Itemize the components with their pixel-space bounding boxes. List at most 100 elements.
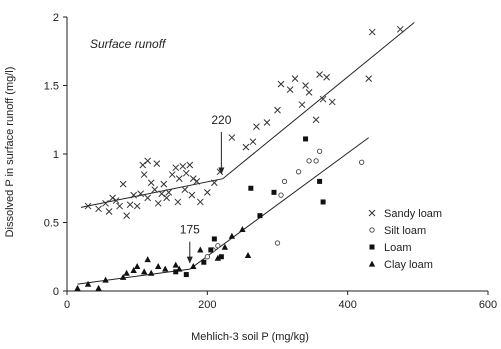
annotations: 220 175 bbox=[180, 113, 232, 264]
loam-point bbox=[317, 178, 323, 184]
sandy-loam-point bbox=[323, 73, 330, 81]
sandy-loam-point bbox=[126, 201, 134, 209]
loam-point bbox=[218, 254, 224, 260]
threshold-arrowhead bbox=[218, 167, 225, 175]
legend-label-sandy-loam: Sandy loam bbox=[384, 208, 442, 220]
sandy-loam-point bbox=[116, 202, 123, 210]
clay-loam-point bbox=[84, 280, 92, 287]
sandy-loam-point bbox=[253, 123, 260, 130]
silt-loam-point bbox=[316, 148, 323, 154]
sandy-loam-point bbox=[186, 161, 194, 169]
loam-point bbox=[303, 136, 309, 142]
loam-point bbox=[183, 272, 189, 278]
clay-loam-point bbox=[239, 225, 246, 232]
sandy-loam-point bbox=[182, 169, 190, 177]
clay-loam-point bbox=[130, 267, 137, 274]
loam-point bbox=[173, 269, 179, 275]
sandy-loam-point bbox=[102, 199, 109, 207]
sandy-loam-point bbox=[203, 189, 211, 196]
clay-loam-point bbox=[162, 265, 169, 272]
clay-loam-point bbox=[197, 246, 204, 253]
legend-label-loam: Loam bbox=[384, 242, 412, 254]
sandy-loam-point bbox=[153, 160, 161, 167]
sandy-loam-point bbox=[95, 205, 102, 213]
legend-marker-silt-loam bbox=[369, 227, 375, 233]
sandy-loam-point bbox=[144, 157, 152, 165]
sandy-loam-point bbox=[168, 171, 176, 178]
sandy-loam-point bbox=[193, 178, 201, 185]
silt-loam-point bbox=[278, 192, 284, 198]
threshold-label: 175 bbox=[180, 222, 200, 236]
sandy-loam-point bbox=[165, 189, 173, 196]
loam-point bbox=[271, 189, 277, 195]
clay-loam-point bbox=[155, 262, 162, 269]
y-tick-label: 2 bbox=[53, 12, 59, 24]
sandy-loam-point bbox=[109, 194, 116, 202]
sandy-loam-point bbox=[133, 202, 141, 210]
x-tick-label: 400 bbox=[338, 299, 356, 311]
clay-loam-point bbox=[228, 232, 236, 239]
sandy-loam-point bbox=[160, 180, 168, 188]
sandy-loam-point bbox=[302, 82, 309, 89]
sandy-loam-point bbox=[175, 175, 183, 183]
threshold-label: 220 bbox=[211, 113, 231, 127]
sandy-loam-point bbox=[328, 98, 336, 106]
legend-marker-sandy-loam bbox=[368, 209, 376, 217]
clay-loam-point bbox=[176, 265, 183, 272]
sandy-loam-point bbox=[172, 164, 180, 172]
y-tick-label: 1 bbox=[53, 149, 59, 161]
sandy-loam-point bbox=[181, 186, 189, 193]
sandy-loam-point bbox=[105, 208, 113, 215]
clay-loam-point bbox=[119, 273, 127, 280]
sandy-loam-point bbox=[210, 179, 218, 187]
loam-point bbox=[208, 247, 214, 253]
y-tick-label: 1.5 bbox=[44, 81, 59, 93]
sandy-loam-point bbox=[119, 180, 127, 188]
clay-loam-point bbox=[140, 268, 148, 275]
fit-lines bbox=[77, 22, 415, 285]
legend-label-silt-loam: Silt loam bbox=[384, 225, 426, 237]
axis-ticks: 0 200 400 600 0 0.5 1 1.5 2 bbox=[44, 12, 497, 311]
sandy-loam-point bbox=[316, 71, 323, 78]
sandy-loam-point bbox=[242, 143, 250, 151]
silt-loam-point bbox=[306, 158, 312, 164]
y-tick-label: 0 bbox=[53, 286, 59, 298]
sandy-loam-point bbox=[396, 25, 404, 33]
sandy-loam-point bbox=[179, 162, 187, 170]
sandy-loam-point bbox=[84, 202, 92, 210]
clay-loam-point bbox=[123, 269, 130, 276]
loam-point bbox=[211, 236, 217, 242]
sandy-loam-point bbox=[298, 101, 306, 109]
sandy-loam-point bbox=[196, 198, 204, 206]
sandy-loam-point bbox=[154, 199, 162, 207]
sandy-loam-point bbox=[147, 179, 155, 187]
loam-point bbox=[201, 259, 207, 265]
x-axis-label: Mehlich-3 soil P (mg/kg) bbox=[191, 331, 309, 343]
clay-loam-point bbox=[190, 262, 197, 269]
chart-title: Surface runoff bbox=[90, 37, 167, 51]
silt-loam-point bbox=[274, 240, 281, 246]
silt-loam-point bbox=[359, 159, 365, 165]
sandy-loam-point bbox=[263, 119, 271, 126]
x-tick-label: 200 bbox=[198, 299, 216, 311]
silt-loam-point bbox=[313, 158, 319, 164]
sandy-loam-point bbox=[130, 191, 138, 199]
clay-loam-point bbox=[244, 251, 252, 258]
axes bbox=[66, 17, 488, 292]
legend-label-clay-loam: Clay loam bbox=[384, 259, 433, 271]
sandy-loam-point bbox=[188, 191, 196, 199]
sandy-loam-point bbox=[174, 198, 182, 206]
clay-loam-point bbox=[144, 256, 151, 263]
sandy-loam-point bbox=[144, 194, 152, 202]
y-tick-label: 0.5 bbox=[44, 218, 59, 230]
sandy-loam-point bbox=[291, 75, 299, 83]
legend: Sandy loam Silt loam Loam Clay loam bbox=[368, 208, 442, 271]
sandy-loam-point bbox=[312, 116, 320, 124]
sandy-loam-point bbox=[319, 95, 327, 103]
loam-point bbox=[248, 185, 254, 191]
loam-point bbox=[320, 199, 326, 205]
clay-loam-point bbox=[148, 269, 155, 276]
clay-loam-point bbox=[95, 284, 102, 291]
x-tick-label: 600 bbox=[479, 299, 497, 311]
